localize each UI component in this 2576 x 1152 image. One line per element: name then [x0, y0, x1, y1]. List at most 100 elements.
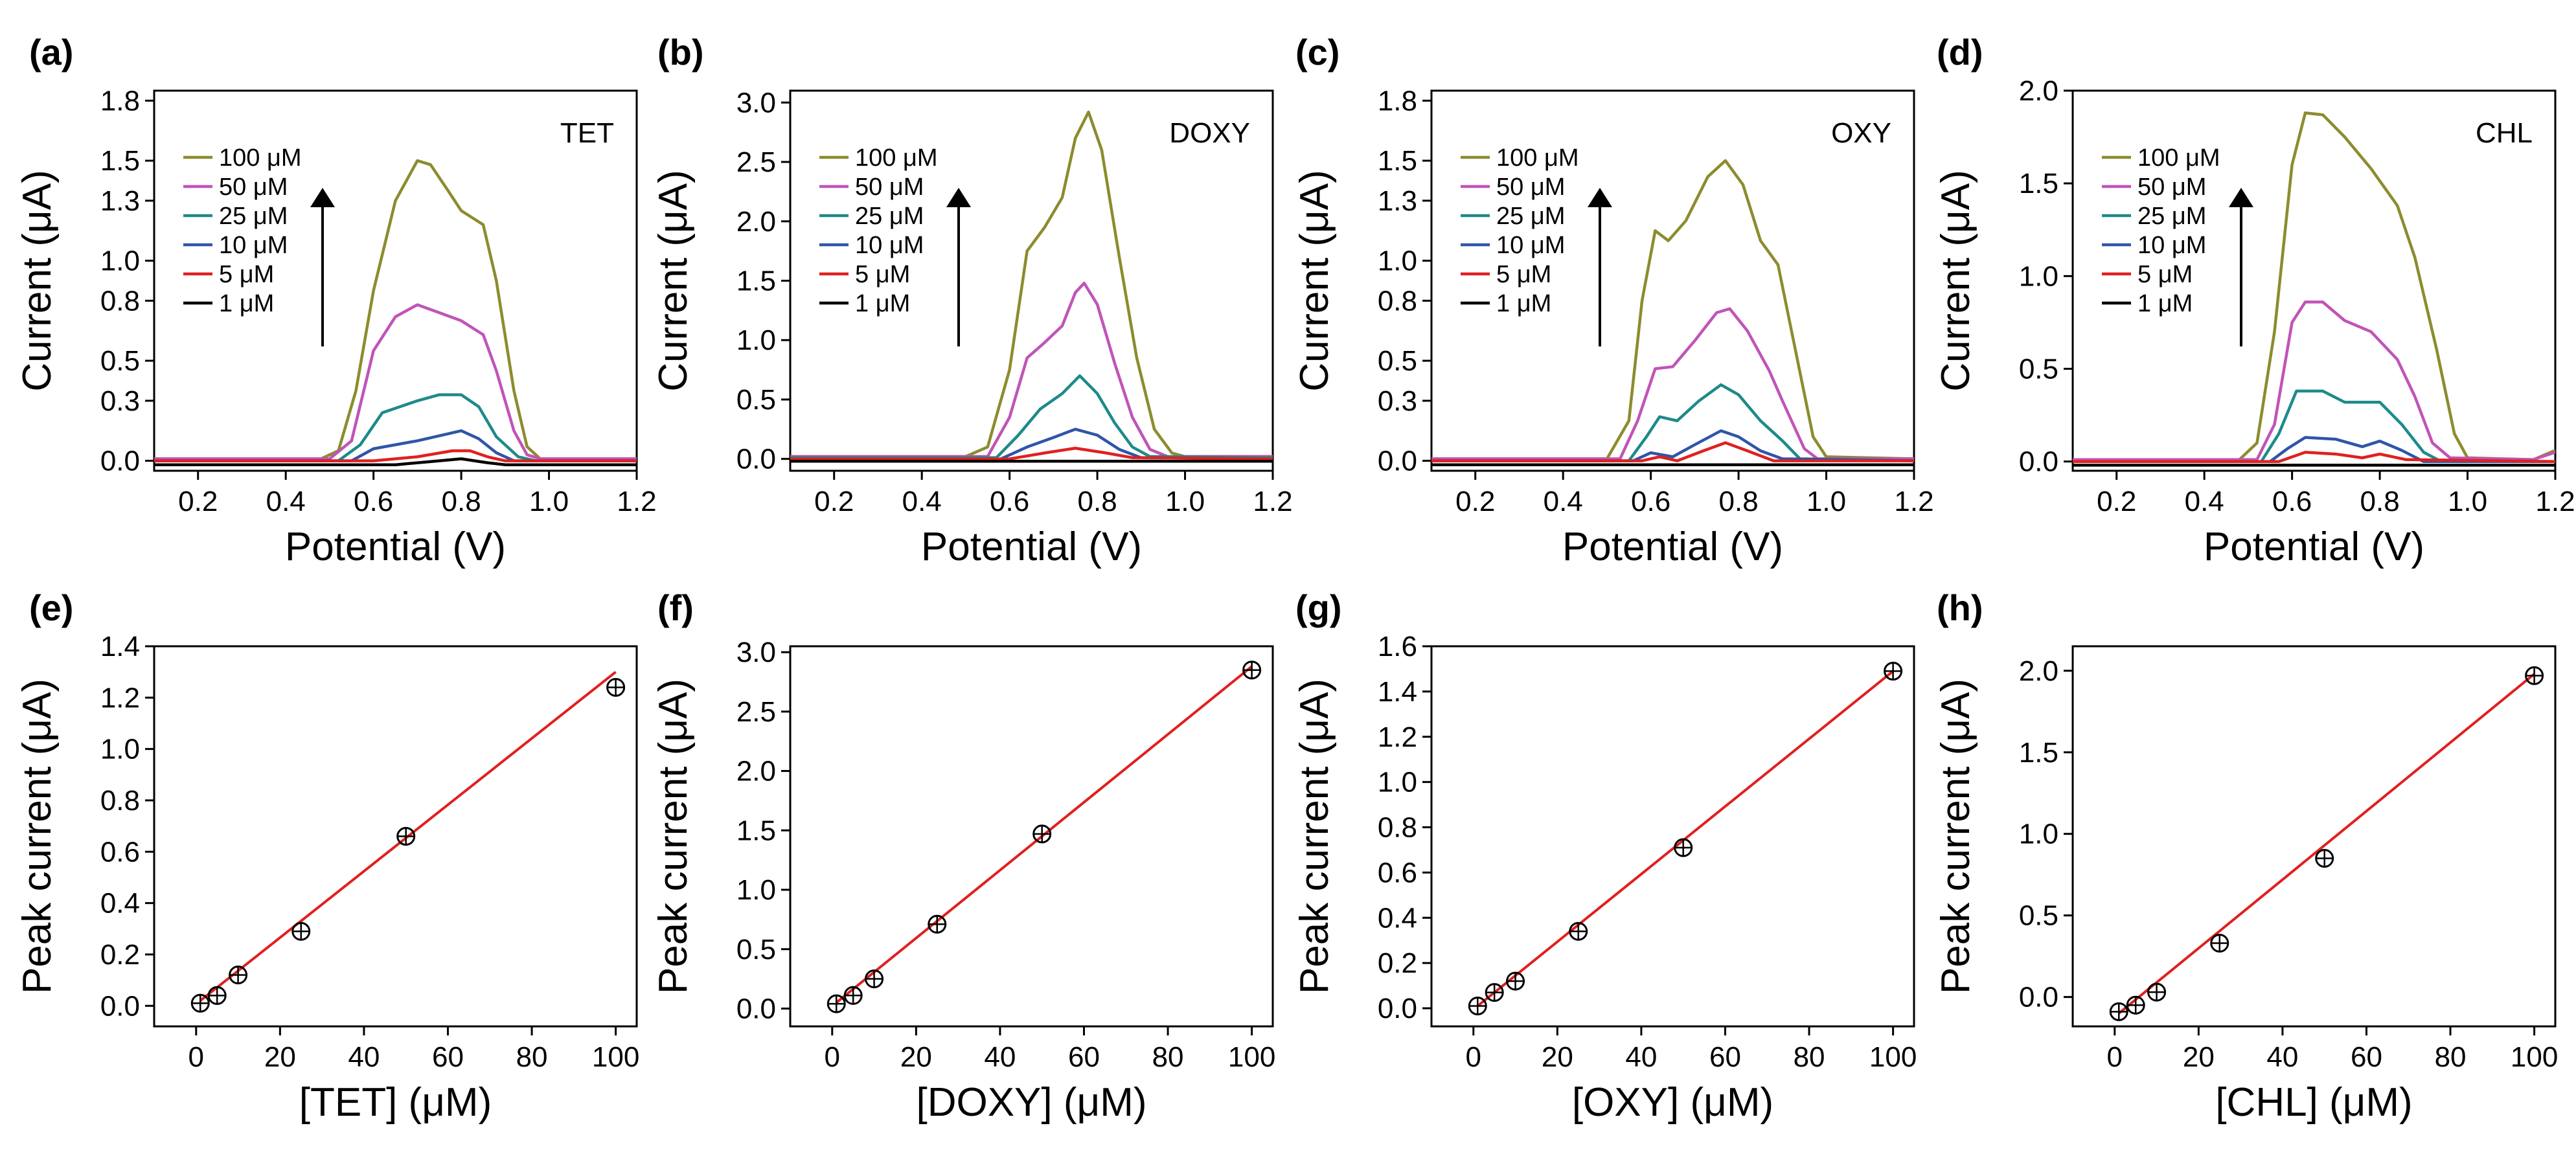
x-tick-label: 0.2	[814, 486, 854, 517]
legend-label: 50 μM	[855, 174, 924, 201]
series-line-1	[1431, 307, 1914, 460]
y-tick-label: 1.0	[1378, 767, 1417, 798]
y-tick-label: 1.5	[2019, 737, 2058, 769]
data-point	[1468, 997, 1487, 1016]
y-tick-label: 0.5	[2019, 900, 2058, 932]
x-tick-label: 0.8	[1719, 486, 1759, 517]
axes-frame	[2071, 89, 2557, 472]
x-tick-label: 0.8	[2360, 486, 2400, 517]
y-tick-label: 1.8	[100, 85, 140, 117]
x-tick-label: 100	[592, 1041, 639, 1073]
arrow-head	[1588, 188, 1612, 207]
y-tick-label: 0.8	[100, 285, 140, 317]
y-axis-title: Current (μA)	[15, 170, 60, 391]
y-tick-label: 0.0	[736, 444, 776, 475]
data-point	[207, 986, 227, 1005]
panel-c: (c) 0.2 0.4 0.6 0.8 1.0 1.2 0.0 0.3 0.5 0.8 1.0 1.3 1…	[1292, 32, 1934, 569]
arrow-head	[2229, 188, 2253, 207]
panel-label: (g)	[1295, 587, 1342, 628]
y-tick-label: 0.5	[100, 345, 140, 377]
data-point	[396, 827, 416, 846]
x-tick-label: 0	[825, 1041, 840, 1073]
arrow-head	[310, 188, 335, 207]
x-tick-label: 0.4	[2185, 486, 2224, 517]
data-point	[843, 986, 863, 1005]
x-tick-label: 0	[188, 1041, 204, 1073]
y-tick-label: 0.0	[736, 993, 776, 1024]
y-tick-label: 0.0	[100, 990, 140, 1022]
axes-frame	[1430, 645, 1915, 1028]
series-line-2	[1431, 383, 1914, 462]
y-axis-title: Peak current (μA)	[1933, 679, 1978, 994]
data-point	[2126, 995, 2145, 1015]
x-tick-label: 60	[1068, 1041, 1100, 1073]
legend-label: 25 μM	[219, 203, 288, 230]
panel-e: (e) 0 20 40 60 80 100 0.0 0.2 0.4 0.6 0.8 1.0 1.2 1.4 […	[15, 587, 639, 1125]
legend-label: 50 μM	[219, 174, 288, 201]
legend-label: 50 μM	[1496, 174, 1565, 201]
axes-frame	[789, 645, 1274, 1028]
y-tick-label: 1.0	[1378, 245, 1417, 277]
data-point	[1506, 971, 1525, 991]
data-point	[291, 921, 311, 941]
x-tick-label: 0.2	[178, 486, 218, 517]
legend-label: 25 μM	[855, 203, 924, 230]
x-tick-label: 1.0	[1807, 486, 1846, 517]
y-tick-label: 1.3	[1378, 185, 1417, 217]
x-tick-label: 0.6	[2272, 486, 2312, 517]
series-line-3	[790, 427, 1273, 460]
x-tick-label: 1.2	[1894, 486, 1933, 517]
x-tick-label: 100	[1228, 1041, 1275, 1073]
y-tick-label: 1.4	[100, 631, 140, 662]
legend-label: 10 μM	[1496, 232, 1565, 259]
y-tick-label: 0.5	[1378, 345, 1417, 377]
y-tick-label: 1.0	[2019, 819, 2058, 850]
panel-g: (g) 0 20 40 60 80 100 0.0 0.2 0.4 0.6 0.8 1.0 1.2 1.4 1…	[1292, 587, 1917, 1125]
y-tick-label: 0.2	[1378, 947, 1417, 979]
y-tick-label: 0.5	[2019, 354, 2058, 385]
x-axis-title: Potential (V)	[2204, 525, 2424, 569]
series-line-0	[1431, 159, 1914, 460]
x-tick-label: 40	[2266, 1041, 2298, 1073]
y-axis-title: Peak current (μA)	[1292, 679, 1337, 994]
panel-title: CHL	[2476, 117, 2533, 149]
x-tick-label: 100	[2511, 1041, 2558, 1073]
series-line-2	[2073, 389, 2555, 463]
x-tick-label: 1.2	[2535, 486, 2575, 517]
data-point	[865, 969, 884, 989]
y-tick-label: 0.8	[1378, 285, 1417, 317]
series-line-0	[154, 159, 637, 460]
y-tick-label: 1.0	[736, 874, 776, 906]
y-tick-label: 2.0	[2019, 655, 2058, 687]
y-tick-label: 0.4	[1378, 902, 1417, 934]
panel-b: (b) 0.2 0.4 0.6 0.8 1.0 1.2 0.0 0.5 1.0 1.5 2.0 2.5 3…	[651, 32, 1293, 569]
panel-title: DOXY	[1169, 117, 1250, 149]
series-line-4	[1431, 441, 1914, 462]
y-tick-label: 1.0	[100, 734, 140, 765]
y-axis-title: Current (μA)	[1933, 170, 1978, 391]
y-tick-label: 2.5	[736, 146, 776, 178]
y-tick-label: 3.0	[736, 87, 776, 119]
x-tick-label: 20	[1542, 1041, 1573, 1073]
data-point	[1884, 661, 1903, 681]
legend-label: 10 μM	[219, 232, 288, 259]
panel-label: (c)	[1295, 32, 1339, 73]
x-tick-label: 0.4	[1544, 486, 1583, 517]
y-tick-label: 1.2	[1378, 721, 1417, 753]
x-tick-label: 80	[1152, 1041, 1184, 1073]
y-tick-label: 0.5	[736, 934, 776, 966]
axes-frame	[153, 645, 638, 1028]
data-point	[2525, 666, 2544, 685]
x-tick-label: 20	[264, 1041, 296, 1073]
y-tick-label: 1.0	[736, 324, 776, 356]
x-axis-title: [OXY] (μM)	[1572, 1080, 1773, 1125]
data-point	[928, 914, 947, 934]
x-tick-label: 1.0	[2448, 486, 2487, 517]
y-tick-label: 1.0	[100, 245, 140, 277]
x-tick-label: 1.2	[1253, 486, 1292, 517]
series-line-1	[154, 303, 637, 460]
y-tick-label: 0.4	[100, 888, 140, 920]
x-tick-label: 40	[984, 1041, 1016, 1073]
legend-label: 1 μM	[1496, 290, 1551, 317]
